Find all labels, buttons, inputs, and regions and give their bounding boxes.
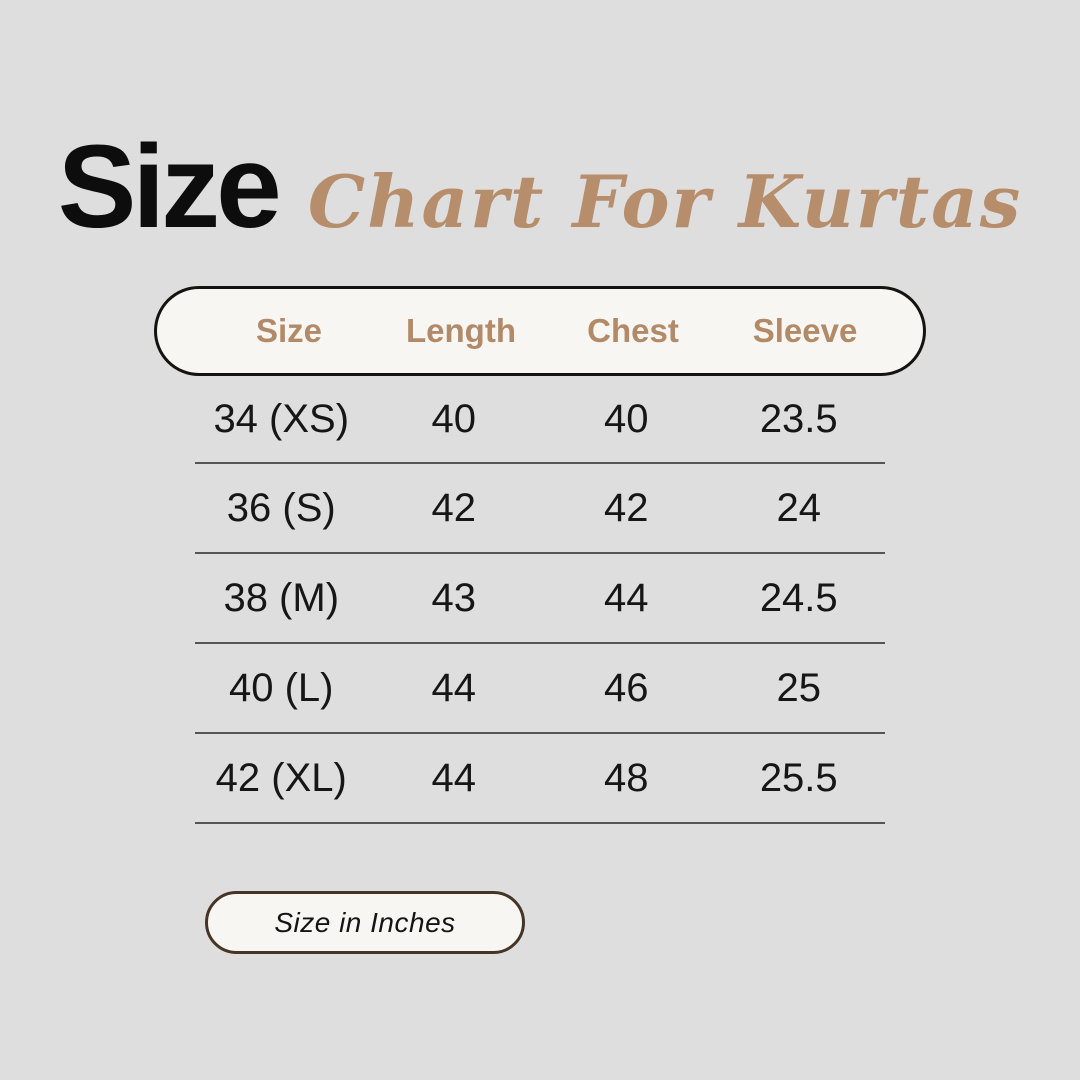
table-row: 42 (XL) 44 48 25.5 (195, 734, 885, 824)
table-row: 36 (S) 42 42 24 (195, 464, 885, 554)
length-cell: 43 (431, 575, 477, 620)
page-title: Size Chart For Kurtas (0, 0, 1080, 246)
chest-cell: 42 (604, 485, 649, 530)
unit-badge-label: Size in Inches (274, 906, 456, 938)
sleeve-cell: 25 (776, 665, 822, 710)
column-header-length: Length (406, 312, 516, 349)
chest-cell: 48 (604, 755, 649, 800)
chest-cell: 40 (604, 396, 649, 441)
sleeve-cell: 24 (776, 485, 822, 530)
sleeve-cell: 23.5 (759, 396, 838, 441)
length-cell: 44 (431, 665, 477, 710)
sleeve-cell: 25.5 (759, 755, 838, 800)
length-cell: 44 (431, 755, 477, 800)
table-row: 40 (L) 44 46 25 (195, 644, 885, 734)
chest-cell: 46 (604, 665, 649, 710)
title-word-size: Size (57, 121, 282, 253)
size-cell: 40 (L) (229, 665, 334, 710)
title-script-text: Chart For Kurtas (307, 159, 1023, 244)
column-header-chest: Chest (587, 312, 679, 349)
column-header-size: Size (255, 312, 323, 349)
table-row: 34 (XS) 40 40 23.5 (195, 376, 885, 464)
table-row: 38 (M) 43 44 24.5 (195, 554, 885, 644)
length-cell: 40 (431, 396, 477, 441)
chest-cell: 44 (604, 575, 649, 620)
sleeve-cell: 24.5 (759, 575, 838, 620)
length-cell: 42 (431, 485, 477, 530)
size-table: 34 (XS) 40 40 23.5 36 (S) 42 42 24 38 (M… (195, 376, 885, 824)
unit-badge: Size in Inches (205, 891, 525, 954)
size-cell: 42 (XL) (215, 755, 347, 800)
size-cell: 36 (S) (226, 485, 336, 530)
table-header-pill: Size Length Chest Sleeve (154, 286, 926, 376)
column-header-sleeve: Sleeve (752, 312, 858, 349)
size-cell: 34 (XS) (213, 396, 350, 441)
size-cell: 38 (M) (223, 575, 340, 620)
